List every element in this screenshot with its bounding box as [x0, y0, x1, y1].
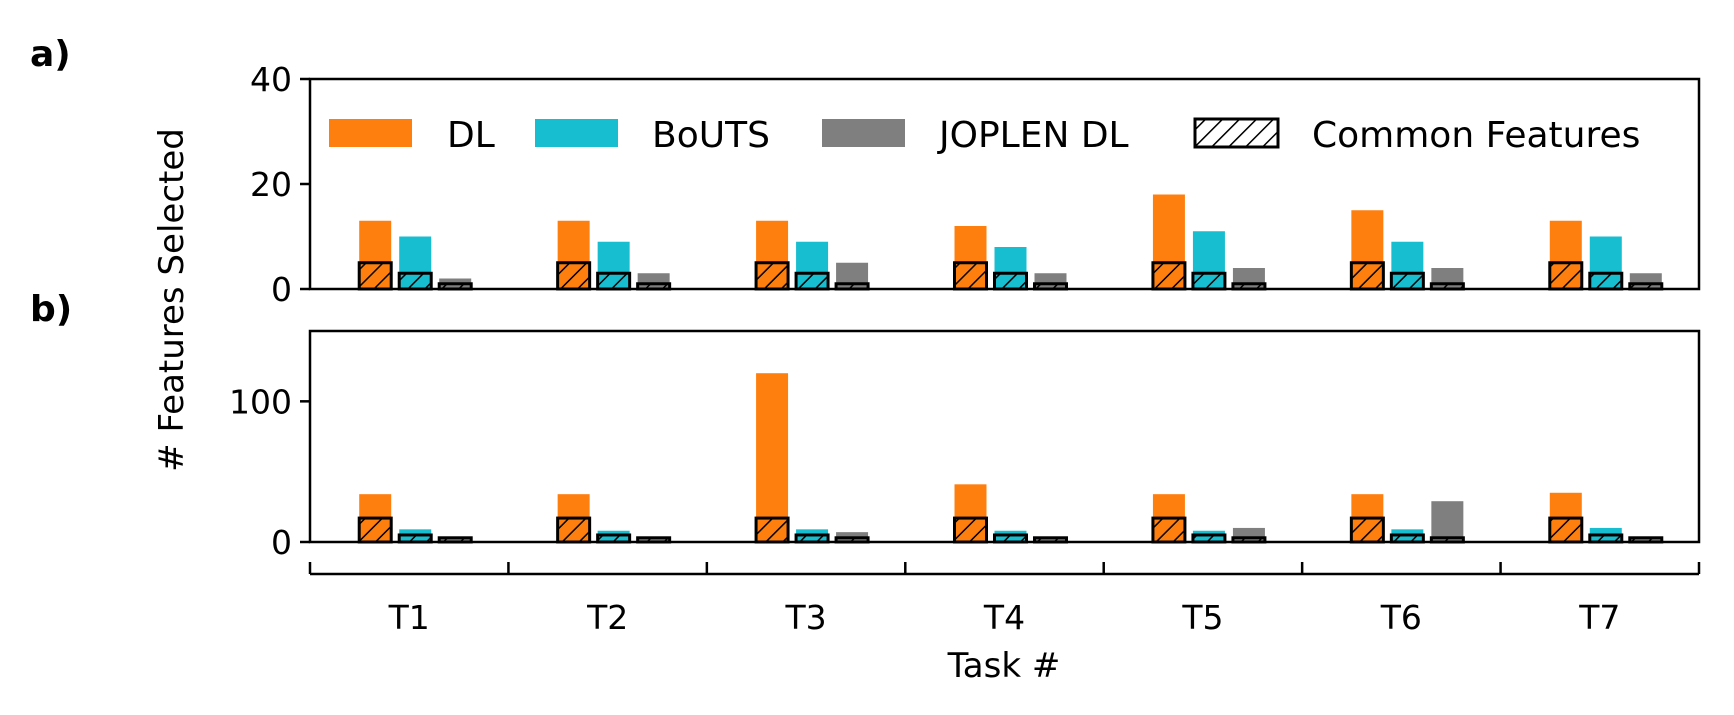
common-features-bar-a-dl-t3: [754, 261, 790, 291]
common-features-bar-a-bouts-t5: [1191, 271, 1227, 291]
y-tick-label-a-0: 0: [271, 270, 292, 309]
panel-a-label: a): [30, 34, 71, 75]
panel-b-y-ticks: 0 100: [229, 382, 310, 562]
legend: DL BoUTS JOPLEN DL Common Features: [329, 115, 1640, 156]
common-features-bar-a-dl-t1: [357, 261, 393, 291]
panel-b-label: b): [30, 289, 72, 330]
common-features-bar-a-bouts-t2: [596, 271, 632, 291]
bar-b-joplen-dl-t6: [1431, 501, 1464, 542]
x-tick-label-t6: T6: [1380, 598, 1422, 637]
legend-label-joplen-dl: JOPLEN DL: [937, 115, 1129, 156]
common-features-bar-b-dl-t5: [1151, 516, 1187, 544]
y-axis-label: # Features Selected: [152, 128, 192, 472]
common-features-bar-a-dl-t5: [1151, 261, 1187, 291]
legend-swatch-common-features: [1193, 117, 1280, 149]
legend-swatch-dl: [329, 119, 412, 147]
x-axis-label: Task #: [947, 646, 1061, 686]
common-features-bar-b-dl-t4: [953, 516, 988, 544]
common-features-bar-b-dl-t2: [556, 516, 592, 544]
panel-b-bars: [357, 373, 1664, 544]
panel-a-frame: [308, 77, 1701, 291]
panel-a: a) 0 20 40 DL BoUTS JOPLEN DL Common Featu…: [30, 34, 1701, 309]
x-tick-label-t5: T5: [1181, 598, 1223, 637]
common-features-bar-a-dl-t2: [556, 261, 592, 291]
x-tick-label-t4: T4: [983, 598, 1025, 637]
panel-b-frame: [308, 329, 1701, 544]
common-features-bar-a-dl-t4: [953, 261, 988, 291]
panel-b: b) 0 100: [30, 289, 1701, 562]
common-features-bar-b-dl-t3: [754, 516, 790, 544]
common-features-bar-b-dl-t6: [1349, 516, 1385, 544]
legend-label-bouts: BoUTS: [652, 115, 770, 156]
legend-label-dl: DL: [447, 115, 495, 156]
common-features-bar-a-bouts-t7: [1588, 271, 1624, 291]
common-features-bar-a-dl-t6: [1349, 261, 1385, 291]
common-features-bar-a-bouts-t4: [993, 271, 1028, 291]
common-features-bar-b-dl-t1: [357, 516, 393, 544]
panel-a-y-ticks: 0 20 40: [250, 60, 310, 309]
legend-swatch-joplen: [822, 119, 905, 147]
x-tick-label-t1: T1: [388, 598, 430, 637]
x-tick-label-t3: T3: [784, 598, 826, 637]
common-features-bar-a-bouts-t1: [397, 271, 433, 291]
legend-swatch-bouts: [535, 119, 618, 147]
common-features-bar-a-bouts-t3: [794, 271, 830, 291]
legend-label-common-features: Common Features: [1312, 115, 1640, 156]
y-tick-label-a-40: 40: [250, 60, 292, 99]
bar-b-dl-t3: [756, 373, 789, 542]
panel-a-bars: [357, 194, 1664, 291]
x-tick-label-t2: T2: [586, 598, 628, 637]
x-tick-label-t7: T7: [1578, 598, 1620, 637]
y-tick-label-a-20: 20: [250, 165, 292, 204]
y-tick-label-b-100: 100: [229, 382, 292, 421]
common-features-bar-b-dl-t7: [1548, 516, 1584, 544]
x-axis: T1 T2 T3 T4 T5 T6 T7: [308, 562, 1701, 637]
y-tick-label-b-0: 0: [271, 523, 292, 562]
common-features-bar-a-bouts-t6: [1389, 271, 1425, 291]
common-features-bar-a-dl-t7: [1548, 261, 1584, 291]
